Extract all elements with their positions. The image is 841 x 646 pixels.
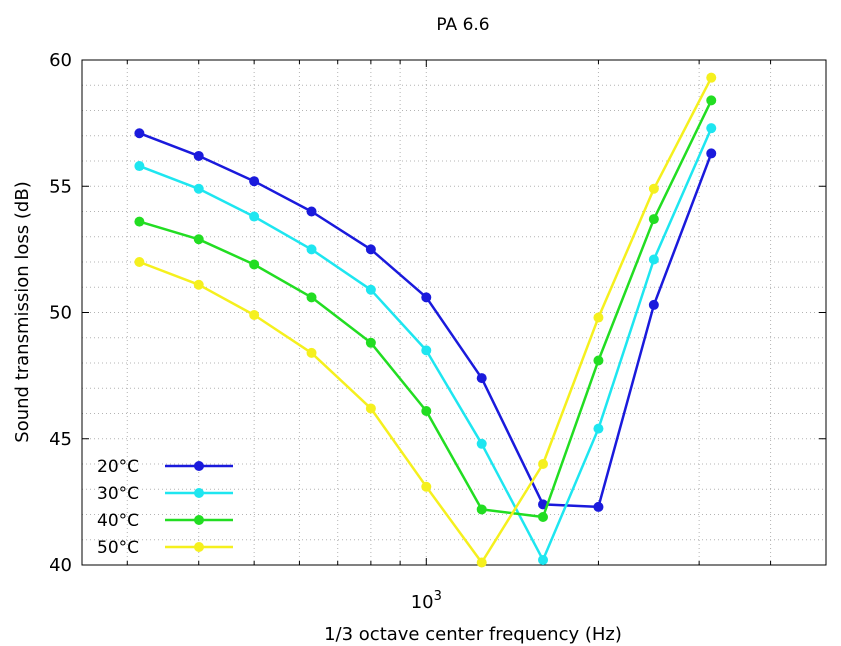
chart-title: PA 6.6	[436, 15, 489, 35]
series-line	[139, 99, 713, 519]
legend-label: 50°C	[97, 538, 139, 558]
data-point	[306, 292, 317, 303]
legend: 20°C 30°C 40°C 50°C	[97, 457, 233, 558]
x-axis	[126, 60, 772, 565]
data-point	[365, 244, 376, 255]
y-tick-label: 55	[49, 176, 72, 197]
data-point	[249, 211, 260, 222]
x-tick-label: 103	[411, 589, 442, 613]
data-point	[538, 512, 549, 523]
data-point	[538, 459, 549, 469]
x-axis-label: 1/3 octave center frequency (Hz)	[324, 624, 622, 645]
data-point	[538, 554, 549, 565]
data-point	[193, 279, 204, 290]
series-line	[138, 127, 713, 562]
data-point	[306, 347, 317, 358]
y-tick-label: 60	[49, 50, 72, 71]
data-point	[476, 373, 487, 384]
data-point	[421, 345, 432, 356]
data-point	[648, 254, 659, 265]
data-point	[421, 481, 432, 492]
data-point	[476, 438, 487, 449]
series-2	[134, 123, 717, 565]
y-tick-label: 45	[49, 429, 72, 450]
data-point	[365, 403, 376, 414]
data-point	[593, 423, 604, 434]
data-point	[193, 183, 204, 194]
data-point	[306, 206, 317, 217]
legend-marker	[194, 542, 204, 552]
data-point	[134, 128, 145, 139]
series-layer	[134, 72, 717, 568]
data-point	[249, 176, 260, 187]
data-point	[134, 216, 145, 227]
data-point	[421, 405, 432, 416]
series-line	[138, 132, 713, 509]
legend-label: 40°C	[97, 511, 139, 531]
series-4	[134, 72, 717, 568]
data-point	[706, 72, 717, 83]
data-point	[593, 312, 604, 323]
series-3	[134, 95, 717, 523]
data-point	[476, 557, 487, 568]
grid	[82, 60, 826, 565]
x-tick-label-exp: 3	[434, 589, 442, 604]
legend-marker	[194, 488, 204, 498]
y-tick-label: 50	[49, 303, 72, 324]
data-point	[706, 123, 717, 134]
data-point	[193, 150, 204, 161]
y-axis: 40 45 50 55 60	[49, 50, 826, 576]
y-tick-label: 40	[49, 555, 72, 576]
series-1	[134, 128, 717, 512]
data-point	[249, 310, 260, 321]
data-point	[134, 161, 145, 172]
legend-marker	[194, 515, 204, 525]
data-point	[593, 355, 604, 366]
data-point	[476, 504, 487, 515]
data-point	[706, 95, 717, 106]
data-point	[134, 257, 145, 267]
y-axis-label: Sound transmission loss (dB)	[12, 181, 33, 442]
data-point	[648, 214, 659, 225]
data-point	[306, 244, 317, 255]
data-point	[706, 148, 717, 159]
data-point	[648, 183, 659, 194]
data-point	[365, 284, 376, 295]
legend-label: 20°C	[97, 457, 139, 477]
data-point	[648, 299, 659, 310]
data-point	[193, 234, 204, 245]
data-point	[421, 292, 432, 303]
legend-marker	[194, 461, 204, 471]
data-point	[593, 501, 604, 512]
legend-label: 30°C	[97, 484, 139, 504]
data-point	[249, 259, 260, 270]
x-tick-label-base: 10	[411, 592, 434, 613]
data-point	[365, 337, 376, 348]
